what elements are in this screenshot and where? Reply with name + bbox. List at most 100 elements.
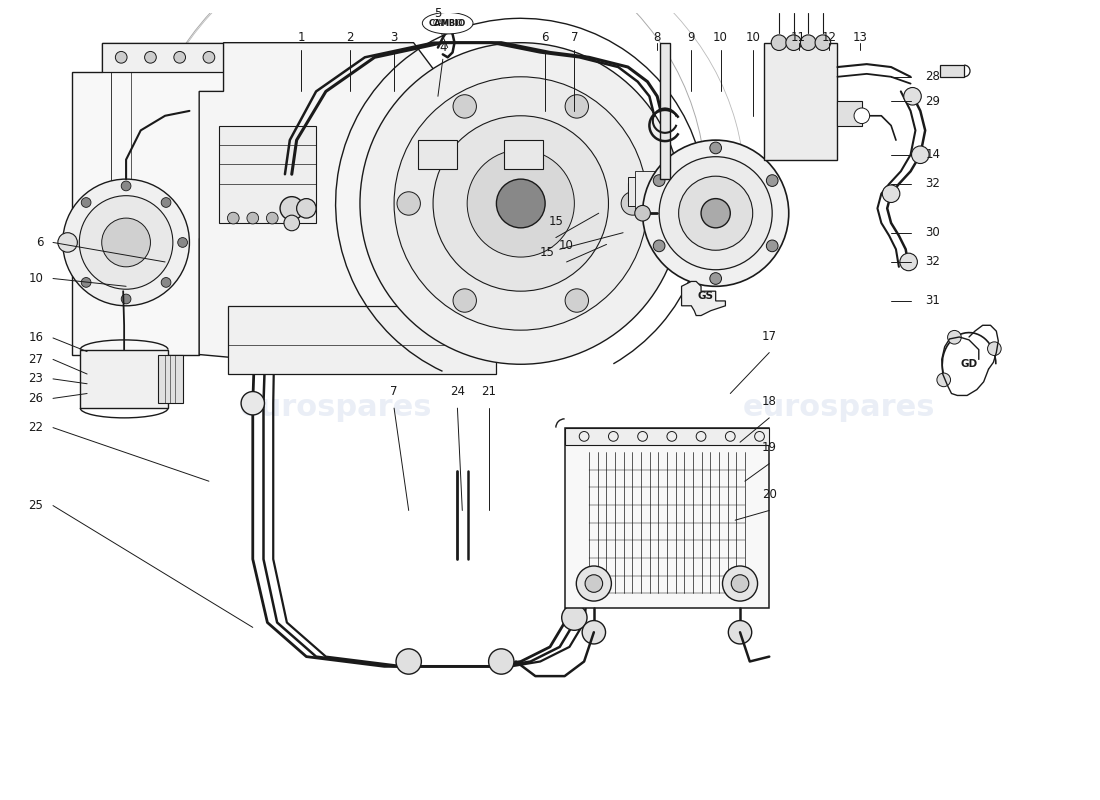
Text: 10: 10 <box>559 239 574 252</box>
Circle shape <box>732 574 749 592</box>
Circle shape <box>280 197 304 220</box>
Circle shape <box>121 181 131 191</box>
Text: 17: 17 <box>762 330 777 343</box>
Bar <box>80 350 168 408</box>
Ellipse shape <box>422 13 473 34</box>
Bar <box>504 140 543 170</box>
Text: 22: 22 <box>29 421 43 434</box>
Text: 21: 21 <box>481 386 496 398</box>
Text: 16: 16 <box>29 331 43 345</box>
Circle shape <box>394 77 648 330</box>
Text: 12: 12 <box>822 31 836 44</box>
Circle shape <box>453 289 476 312</box>
Bar <box>418 140 458 170</box>
Bar <box>635 171 682 212</box>
Bar <box>939 65 965 77</box>
Text: 6: 6 <box>36 236 43 249</box>
Polygon shape <box>73 42 229 354</box>
Text: 9: 9 <box>688 31 695 44</box>
Circle shape <box>488 649 514 674</box>
Text: 20: 20 <box>762 488 777 501</box>
Circle shape <box>767 174 778 186</box>
Text: CAMBIO: CAMBIO <box>429 18 466 28</box>
Circle shape <box>653 240 666 252</box>
Circle shape <box>937 373 950 386</box>
Circle shape <box>635 206 650 221</box>
Circle shape <box>162 198 170 207</box>
Circle shape <box>65 238 75 247</box>
Text: 10: 10 <box>746 31 760 44</box>
Bar <box>660 42 670 179</box>
Circle shape <box>912 146 930 163</box>
Circle shape <box>854 108 870 123</box>
Circle shape <box>585 574 603 592</box>
Bar <box>837 101 861 126</box>
Circle shape <box>121 294 131 304</box>
Text: 28: 28 <box>925 70 940 83</box>
Circle shape <box>144 51 156 63</box>
Bar <box>628 177 682 206</box>
Text: 6: 6 <box>541 31 549 44</box>
Text: GS: GS <box>697 291 714 301</box>
Text: 1: 1 <box>298 31 305 44</box>
Circle shape <box>63 179 189 306</box>
Circle shape <box>785 35 802 50</box>
Circle shape <box>701 198 730 228</box>
Text: 14: 14 <box>925 148 940 162</box>
Text: 23: 23 <box>29 372 43 386</box>
Circle shape <box>81 278 91 287</box>
Bar <box>158 354 183 403</box>
Text: 27: 27 <box>29 353 43 366</box>
Circle shape <box>396 649 421 674</box>
Circle shape <box>496 179 546 228</box>
Circle shape <box>771 35 786 50</box>
Text: 3: 3 <box>390 31 398 44</box>
Text: 30: 30 <box>925 226 939 239</box>
Text: 29: 29 <box>925 94 940 108</box>
Text: 13: 13 <box>852 31 867 44</box>
Circle shape <box>241 391 264 415</box>
Text: 7: 7 <box>390 386 398 398</box>
Circle shape <box>468 150 574 257</box>
Circle shape <box>453 94 476 118</box>
Text: 8: 8 <box>653 31 661 44</box>
Text: 15: 15 <box>540 246 554 258</box>
Polygon shape <box>682 282 725 315</box>
Text: eurospares: eurospares <box>240 393 432 422</box>
Bar <box>628 183 686 201</box>
Circle shape <box>266 212 278 224</box>
Circle shape <box>204 51 214 63</box>
Bar <box>229 306 496 374</box>
Text: 19: 19 <box>762 441 777 454</box>
Circle shape <box>565 94 588 118</box>
Text: 32: 32 <box>925 178 940 190</box>
Circle shape <box>621 192 645 215</box>
Text: 15: 15 <box>549 215 563 228</box>
Circle shape <box>723 566 758 601</box>
Circle shape <box>79 196 173 290</box>
Circle shape <box>710 273 722 284</box>
Text: 31: 31 <box>925 294 940 307</box>
Circle shape <box>297 198 316 218</box>
Circle shape <box>243 333 266 357</box>
Circle shape <box>582 621 605 644</box>
Circle shape <box>659 157 772 270</box>
Circle shape <box>679 176 752 250</box>
Circle shape <box>815 35 830 50</box>
Text: 2: 2 <box>346 31 354 44</box>
Circle shape <box>284 215 299 230</box>
Circle shape <box>433 116 608 291</box>
Circle shape <box>101 218 151 267</box>
Text: 24: 24 <box>450 386 465 398</box>
Text: 25: 25 <box>29 499 43 512</box>
Circle shape <box>988 342 1001 355</box>
Circle shape <box>58 233 77 252</box>
Text: 11: 11 <box>791 31 806 44</box>
Text: 5: 5 <box>434 7 441 20</box>
Circle shape <box>81 198 91 207</box>
Text: 4: 4 <box>439 41 447 54</box>
Circle shape <box>576 566 612 601</box>
Text: 26: 26 <box>29 392 43 405</box>
Circle shape <box>904 87 922 105</box>
Circle shape <box>767 240 778 252</box>
